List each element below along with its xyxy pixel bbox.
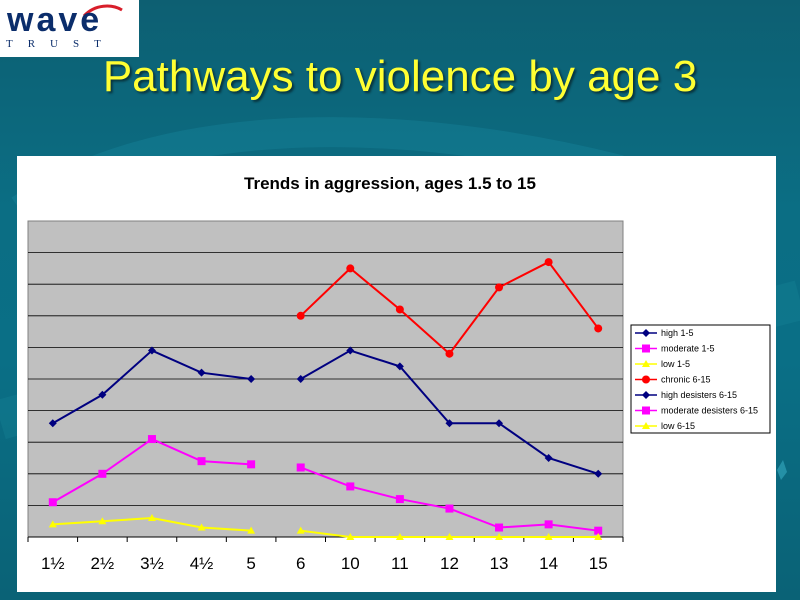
x-tick-label: 4½ <box>190 554 214 573</box>
data-point <box>197 523 206 531</box>
data-point <box>48 419 57 428</box>
chart-title: Trends in aggression, ages 1.5 to 15 <box>244 174 536 193</box>
x-tick-label: 14 <box>539 554 558 573</box>
data-point <box>48 520 57 528</box>
data-point <box>247 375 256 383</box>
data-point <box>197 368 206 377</box>
data-point <box>147 514 156 522</box>
data-point <box>247 460 256 469</box>
data-point <box>495 419 504 428</box>
slide-title: Pathways to violence by age 3 <box>102 52 698 101</box>
legend-label: high desisters 6-15 <box>661 390 737 400</box>
data-point <box>395 305 404 314</box>
x-tick-label: 1½ <box>41 554 65 573</box>
legend-marker <box>642 406 650 415</box>
logo-word: wave <box>7 1 103 39</box>
legend-label: moderate desisters 6-15 <box>661 406 758 416</box>
data-point <box>346 346 355 355</box>
logo-subtitle: TRUST <box>6 38 116 50</box>
x-tick-label: 5 <box>246 554 255 573</box>
data-point <box>346 482 355 491</box>
data-point <box>544 454 553 462</box>
data-point <box>98 390 107 399</box>
data-point <box>197 457 206 466</box>
x-tick-label: 13 <box>490 554 509 573</box>
data-point <box>544 258 553 267</box>
data-point <box>544 533 553 540</box>
data-point <box>395 362 404 371</box>
legend-label: low 6-15 <box>661 421 695 431</box>
data-point <box>296 526 305 534</box>
data-point <box>594 324 603 333</box>
legend-marker <box>642 422 650 429</box>
data-point <box>445 419 454 428</box>
data-point <box>346 264 355 273</box>
legend-marker <box>642 375 650 384</box>
wave-trust-logo: wave TRUST <box>0 0 139 57</box>
legend-label: low 1-5 <box>661 359 690 369</box>
data-point <box>395 533 404 540</box>
data-point <box>98 469 107 478</box>
data-point <box>495 533 504 540</box>
legend-label: moderate 1-5 <box>661 344 715 354</box>
x-tick-label: 3½ <box>140 554 164 573</box>
x-tick-label: 2½ <box>91 554 115 573</box>
logo-swoosh-icon <box>82 4 123 18</box>
data-point <box>296 463 305 472</box>
legend-label: high 1-5 <box>661 328 694 338</box>
data-point <box>544 520 553 529</box>
data-point <box>147 346 156 355</box>
data-point <box>594 526 603 535</box>
legend-marker <box>642 391 650 399</box>
data-point <box>296 311 305 320</box>
data-point <box>495 523 504 532</box>
data-point <box>98 517 107 525</box>
x-tick-label: 6 <box>296 554 305 573</box>
data-point <box>445 349 454 358</box>
legend-label: chronic 6-15 <box>661 375 711 385</box>
legend-marker <box>642 360 650 367</box>
data-point <box>147 435 156 444</box>
data-point <box>296 375 305 383</box>
x-tick-label: 15 <box>589 554 608 573</box>
data-point <box>445 504 454 513</box>
data-point <box>445 533 454 540</box>
data-point <box>495 283 504 292</box>
data-point <box>346 533 355 540</box>
data-point <box>395 495 404 504</box>
x-tick-label: 11 <box>391 554 409 573</box>
legend-marker <box>642 329 650 337</box>
data-point <box>594 533 603 540</box>
x-tick-label: 12 <box>440 554 459 573</box>
data-point <box>594 469 603 478</box>
data-point <box>48 498 57 507</box>
x-tick-label: 10 <box>341 554 360 573</box>
legend-marker <box>642 344 650 353</box>
data-point <box>247 526 256 534</box>
